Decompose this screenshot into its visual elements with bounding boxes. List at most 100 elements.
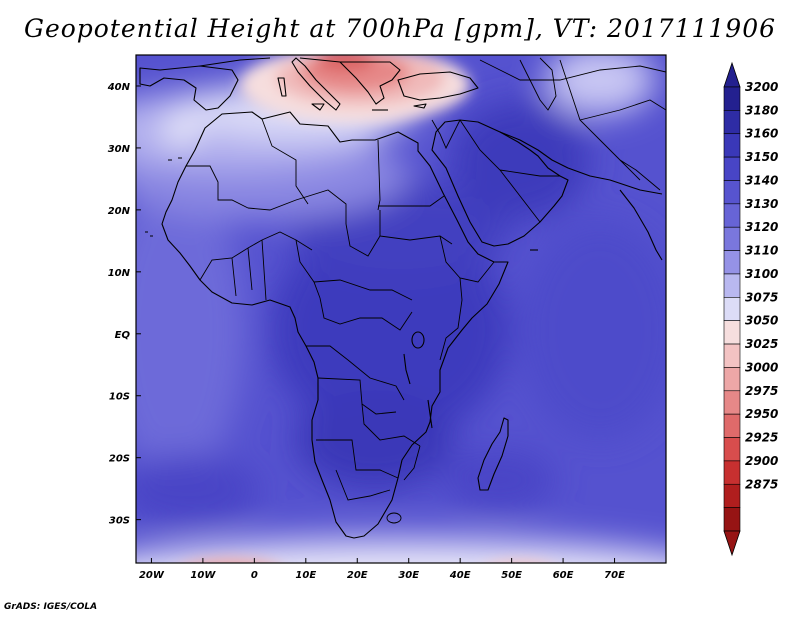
- colorbar-segment: [723, 437, 741, 462]
- colorbar-segment: [723, 297, 741, 321]
- colorbar-segment: [723, 507, 741, 532]
- field-south-low-west: [193, 559, 267, 563]
- colorbar-label: 3150: [745, 150, 778, 164]
- border-sahara-north: [186, 165, 249, 209]
- border-caspian: [519, 57, 557, 111]
- colorbar: 3200 3180 3160 3150 3140 3130 3120 3110 3100 3075…: [723, 61, 778, 557]
- colorbar-segment: [723, 156, 741, 181]
- border-west-africa-2: [231, 239, 267, 301]
- border-algeria-libya: [261, 118, 309, 205]
- colorbar-segment: [723, 367, 741, 392]
- height-field: [136, 55, 666, 563]
- lon-tick-label: 60E: [553, 570, 574, 581]
- border-cameroon-car: [313, 279, 413, 301]
- map-title: Geopotential Height at 700hPa [gpm], VT:…: [23, 14, 777, 43]
- lat-tick-label: 40N: [107, 82, 131, 93]
- border-nigeria: [295, 239, 321, 299]
- border-sudan-south: [379, 235, 453, 245]
- colorbar-segment: [723, 86, 741, 111]
- colorbar-segment: [723, 320, 741, 345]
- border-namibia-botswana: [316, 439, 399, 479]
- border-arabia: [459, 119, 560, 223]
- italy-coastline: [291, 57, 341, 111]
- colorbar-segment: [723, 483, 741, 508]
- coastlines: [139, 57, 663, 539]
- sardinia-corsica: [277, 77, 287, 97]
- colorbar-segment: [723, 460, 741, 485]
- lon-tick-label: 0: [251, 570, 258, 581]
- border-india-pakistan: [619, 159, 661, 191]
- border-kenya-somalia: [439, 277, 463, 361]
- colorbar-segment: [723, 180, 741, 205]
- africa-coastline: [161, 111, 509, 539]
- colorbar-segment: [723, 226, 741, 251]
- colorbar-label: 2950: [745, 407, 778, 421]
- lat-tick-label: 30N: [108, 144, 131, 155]
- colorbar-label: 3200: [745, 80, 778, 94]
- colorbar-label: 3100: [745, 267, 778, 281]
- latitude-ticks: 40N 30N 20N 10N EQ 10S 20S 30S: [107, 82, 141, 527]
- colorbar-label: 3140: [745, 173, 778, 187]
- cape-verde: [145, 231, 153, 237]
- lon-tick-label: 30E: [398, 570, 419, 581]
- colorbar-label: 2900: [745, 454, 778, 468]
- colorbar-segment: [723, 110, 741, 135]
- border-drc-south: [306, 345, 405, 401]
- colorbar-label: 3130: [745, 197, 778, 211]
- field-indian-ocean: [520, 220, 666, 440]
- lon-tick-label: 10E: [295, 570, 316, 581]
- field-southern-white: [248, 560, 552, 563]
- grads-credit: GrADS: IGES/COLA: [4, 602, 98, 612]
- field-madagascar-region: [445, 450, 555, 510]
- sicily: [311, 103, 325, 111]
- lon-tick-label: 40E: [449, 570, 471, 581]
- colorbar-label: 3160: [745, 127, 778, 141]
- field-trough-core: [315, 55, 375, 72]
- lon-tick-label: 20W: [139, 570, 165, 581]
- border-mali-niger: [247, 189, 347, 224]
- persian-gulf-coastline: [499, 131, 663, 195]
- border-lesotho: [386, 512, 402, 524]
- india-coastline: [619, 189, 663, 261]
- national-borders: [186, 57, 666, 524]
- border-congo: [319, 297, 413, 331]
- colorbar-label: 3075: [745, 290, 778, 304]
- plot-frame: [135, 54, 667, 564]
- colorbar-label: 3180: [745, 103, 778, 117]
- arabia-coastline: [431, 119, 569, 247]
- colorbar-segment: [723, 250, 741, 275]
- colorbar-segment: [723, 343, 741, 368]
- colorbar-label: 3000: [745, 360, 778, 374]
- anatolia-coastline: [397, 71, 479, 101]
- longitude-ticks: 20W 10W 0 10E 20E 30E 40E 50E 60E 70E: [139, 558, 625, 581]
- balkans-coastline: [339, 61, 401, 105]
- border-egypt-sudan: [378, 195, 445, 207]
- lon-tick-label: 20E: [347, 570, 368, 581]
- field-atlantic-high: [164, 116, 196, 144]
- lat-tick-label: 10N: [108, 268, 131, 279]
- border-levant: [431, 119, 461, 150]
- field-south-atlantic: [136, 455, 260, 525]
- canary-islands: [168, 157, 182, 161]
- colorbar-arrow-top: [723, 61, 741, 88]
- field-arabia: [450, 100, 590, 220]
- colorbar-label: 2975: [745, 384, 778, 398]
- cyprus: [413, 103, 427, 109]
- border-chad: [345, 210, 381, 257]
- lake-malawi: [427, 399, 433, 429]
- lake-victoria: [411, 331, 425, 349]
- colorbar-arrow-bottom: [723, 530, 741, 557]
- iberia-coastline: [139, 65, 239, 111]
- border-south-africa: [335, 469, 391, 501]
- colorbar-label: 3120: [745, 220, 778, 234]
- lat-tick-label: 10S: [109, 392, 130, 403]
- colorbar-segment: [723, 133, 741, 158]
- colorbar-label: 2875: [745, 477, 778, 491]
- lat-tick-label: 20N: [108, 206, 131, 217]
- colorbar-label: 2925: [745, 431, 778, 445]
- madagascar-coastline: [477, 417, 509, 491]
- lat-tick-label: EQ: [115, 330, 131, 341]
- colorbar-label: 3050: [745, 314, 778, 328]
- border-europe-1: [199, 57, 341, 67]
